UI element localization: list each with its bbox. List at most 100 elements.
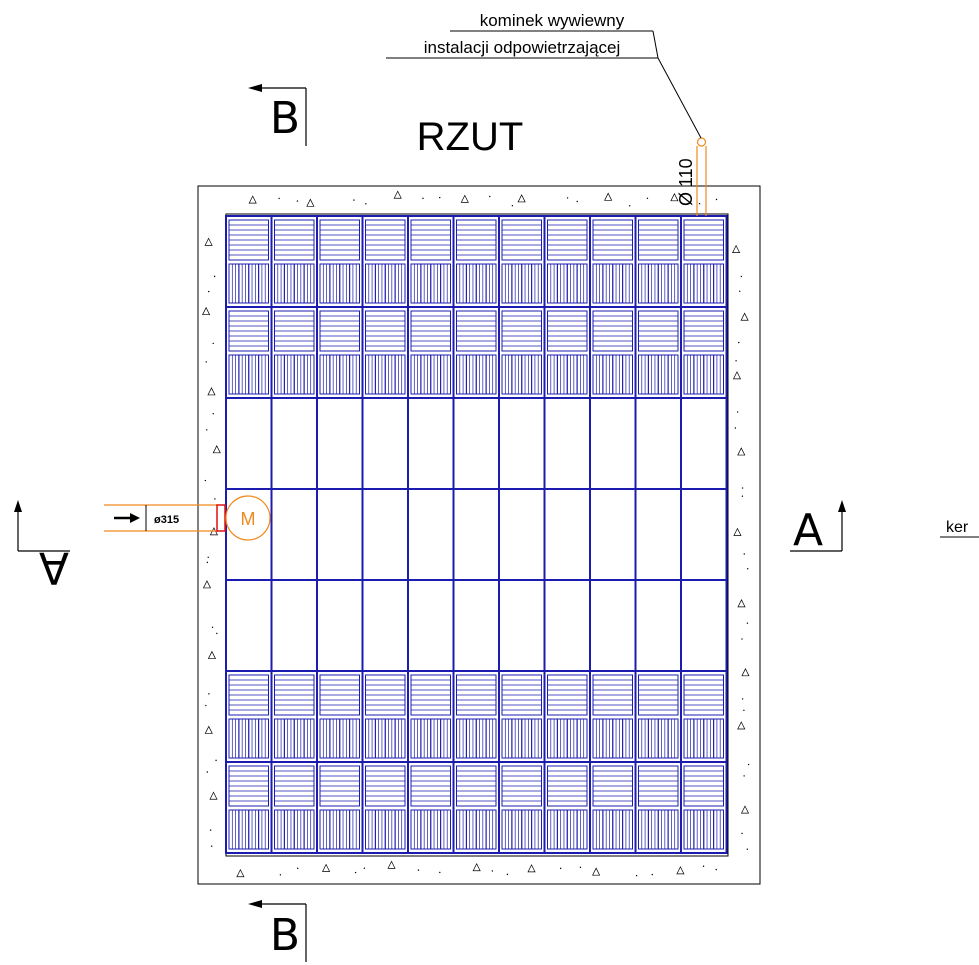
infiltration-module [225,670,273,763]
infiltration-module [589,670,637,763]
empty-module-cell [452,397,500,490]
empty-module-cell [589,488,637,581]
infiltration-module [270,215,318,308]
infiltration-module [407,215,455,308]
infiltration-module [316,670,364,763]
infiltration-module [225,306,273,399]
infiltration-module [498,306,546,399]
infiltration-module [543,761,591,854]
arrow-right-icon [114,513,140,523]
infiltration-module [680,215,728,308]
infiltration-module [316,306,364,399]
arrow-left-icon [248,900,262,908]
section-marker-a-left: A [14,500,70,593]
section-marker-b-top: B [248,84,307,146]
infiltration-module [634,670,682,763]
chimney-label-line1: kominek wywiewny [480,11,625,30]
infiltration-module [452,761,500,854]
section-marker-a-right: A [790,500,846,556]
empty-module-cell [543,579,591,672]
empty-module-cell [634,579,682,672]
infiltration-module [407,306,455,399]
chimney-leader [386,30,702,139]
empty-module-cell [316,579,364,672]
inlet-connector [216,504,226,532]
empty-module-cell [316,488,364,581]
empty-module-cell [361,579,409,672]
chimney-pipe [696,137,707,216]
empty-module-cell [543,488,591,581]
empty-module-cell [270,488,318,581]
infiltration-module [634,306,682,399]
svg-text:A: A [39,542,69,593]
infiltration-module [680,306,728,399]
infiltration-module-grid [225,215,728,854]
infiltration-module [316,761,364,854]
inlet-pipe [104,504,218,532]
empty-module-cell [680,488,728,581]
infiltration-module [270,670,318,763]
arrow-up-icon [14,500,22,512]
empty-module-cell [634,397,682,490]
chimney-diameter-label: Ø 110 [676,158,696,206]
empty-module-cell [452,488,500,581]
empty-module-cell [498,579,546,672]
infiltration-module [316,215,364,308]
infiltration-module [361,761,409,854]
empty-module-cell [680,397,728,490]
infiltration-module [498,761,546,854]
empty-module-cell [407,579,455,672]
infiltration-module [452,306,500,399]
empty-module-cell [634,488,682,581]
inlet-diameter-label: ø315 [154,514,179,526]
empty-module-cell [498,488,546,581]
infiltration-module [270,306,318,399]
svg-text:B: B [270,910,300,961]
infiltration-module [589,306,637,399]
arrow-left-icon [248,84,262,92]
empty-module-cell [361,397,409,490]
infiltration-module [498,215,546,308]
empty-module-cell [407,488,455,581]
infiltration-module [452,215,500,308]
cutoff-label: ker [946,519,969,536]
infiltration-module [407,761,455,854]
infiltration-module [270,761,318,854]
infiltration-module [634,215,682,308]
section-marker-b-bottom: B [248,900,307,962]
concrete-hatch [202,190,750,878]
infiltration-module [589,761,637,854]
infiltration-module [361,306,409,399]
infiltration-module [361,215,409,308]
empty-module-cell [589,579,637,672]
page-title: RZUT [417,115,524,159]
empty-module-cell [270,397,318,490]
chimney-label-line2: instalacji odpowietrzającej [424,38,621,57]
infiltration-module [452,670,500,763]
manhole-letter: M [241,509,256,529]
infiltration-module [543,670,591,763]
infiltration-module [225,761,273,854]
infiltration-module [498,670,546,763]
svg-text:A: A [793,505,823,556]
empty-module-cell [407,397,455,490]
infiltration-module [680,670,728,763]
empty-module-cell [589,397,637,490]
manhole-circle [225,495,271,541]
empty-module-cell [361,488,409,581]
svg-text:B: B [270,93,300,144]
concrete-slab [197,185,761,885]
empty-module-cell [270,579,318,672]
empty-module-cell [225,579,273,672]
infiltration-module [407,670,455,763]
infiltration-module [225,215,273,308]
infiltration-module [680,761,728,854]
infiltration-module [589,215,637,308]
infiltration-module [361,670,409,763]
empty-module-cell [680,579,728,672]
empty-module-cell [225,397,273,490]
empty-module-cell [543,397,591,490]
empty-module-cell [452,579,500,672]
infiltration-module [634,761,682,854]
